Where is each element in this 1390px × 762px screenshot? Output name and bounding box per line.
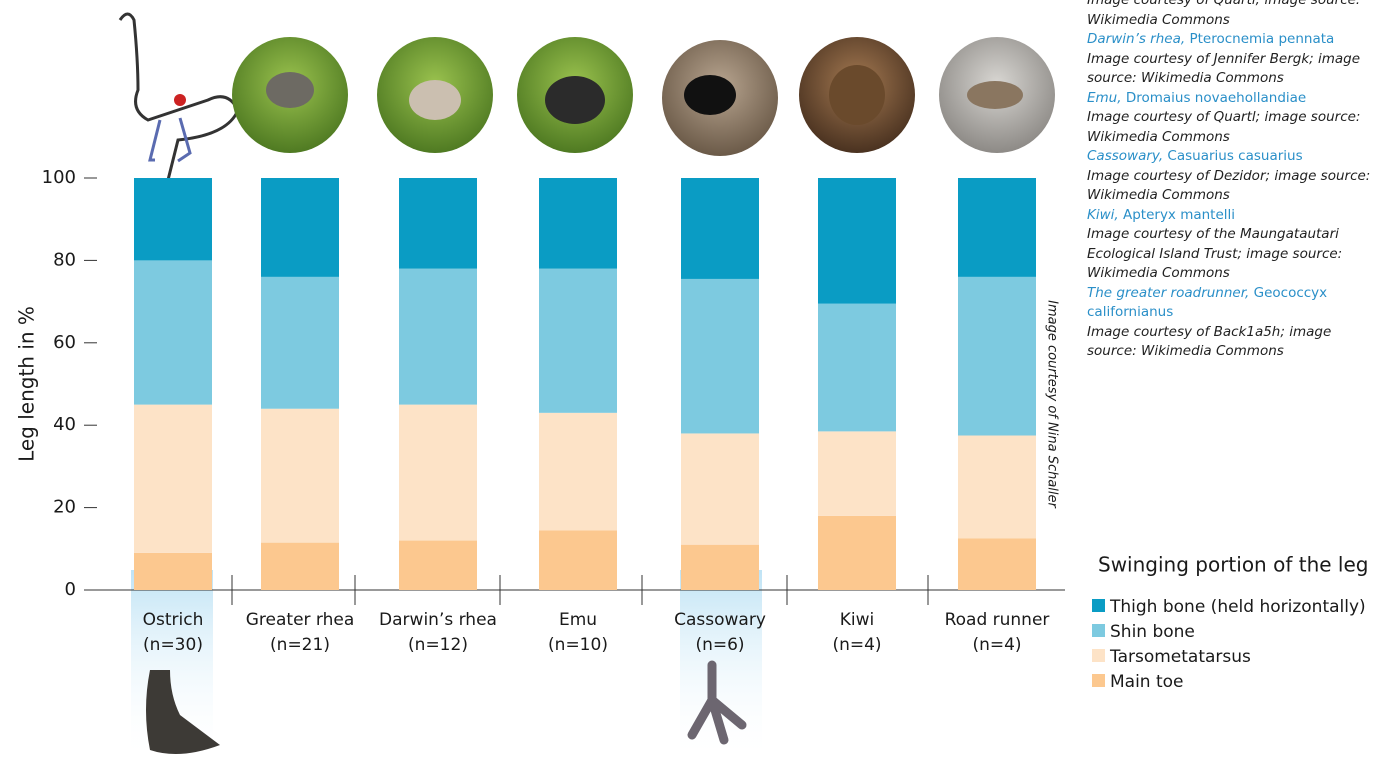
bar-segment: [399, 405, 477, 541]
legend-title: Swinging portion of the leg: [1098, 553, 1368, 577]
bar-segment: [134, 178, 212, 260]
legend-swatch: [1092, 624, 1105, 637]
y-tick-label: 80: [53, 249, 76, 270]
credit-title: Darwin’s rhea, Pterocnemia pennata: [1087, 30, 1383, 50]
bar-segment: [681, 433, 759, 544]
credit-source: Image courtesy of Quartl; image source: …: [1087, 108, 1383, 147]
bar-segment: [261, 409, 339, 543]
photo-bird: [967, 81, 1023, 109]
bar-segment: [818, 516, 896, 590]
sample-size: (n=6): [695, 635, 744, 655]
x-tick-label: Kiwi: [840, 610, 875, 630]
bar-segment: [399, 269, 477, 405]
page: {"chart_data": {"type": "stacked_bar", "…: [0, 0, 1390, 762]
credit-source: Image courtesy of the Maungatautari Ecol…: [1087, 225, 1383, 284]
latin: Apteryx mantelli: [1123, 207, 1235, 223]
bar-segment: [134, 405, 212, 553]
common: Cassowary,: [1087, 148, 1163, 164]
bar-segment: [261, 277, 339, 409]
x-tick-label: Road runner: [945, 610, 1050, 630]
bar-segment: [399, 178, 477, 269]
y-tick-label: 60: [53, 332, 76, 353]
ostrich-drawing: [120, 14, 238, 180]
bar-segment: [681, 545, 759, 590]
common: The greater roadrunner,: [1087, 285, 1249, 301]
legend-swatch: [1092, 649, 1105, 662]
y-tick-label: 20: [53, 497, 76, 518]
y-tick-label: 0: [65, 579, 76, 600]
common: Emu,: [1087, 90, 1122, 106]
c: Image courtesy of Quartl; image source: …: [1087, 0, 1383, 30]
common: Darwin’s rhea,: [1087, 31, 1185, 47]
c: The greater roadrunner, Geococcyx califo…: [1087, 284, 1383, 362]
legend-swatch: [1092, 599, 1105, 612]
latin: Dromaius novaehollandiae: [1126, 90, 1306, 106]
x-tick-label: Emu: [559, 610, 597, 630]
common: Kiwi,: [1087, 207, 1119, 223]
bar-segment: [818, 304, 896, 432]
bar-segment: [958, 277, 1036, 436]
y-tick-label: 100: [42, 167, 76, 188]
credit-title: Cassowary, Casuarius casuarius: [1087, 147, 1383, 167]
bar-segment: [261, 178, 339, 277]
credit-source: Image courtesy of Back1a5h; image source…: [1087, 323, 1383, 362]
sample-size: (n=12): [408, 635, 468, 655]
photo-bird: [409, 80, 461, 120]
sample-size: (n=21): [270, 635, 330, 655]
x-tick-label: Darwin’s rhea: [379, 610, 497, 630]
credit-source: Image courtesy of Dezidor; image source:…: [1087, 167, 1383, 206]
legend-swatch: [1092, 674, 1105, 687]
bar-segment: [681, 178, 759, 279]
legend-label: Main toe: [1110, 672, 1184, 692]
legend-label: Thigh bone (held horizontally): [1109, 597, 1366, 617]
sample-size: (n=10): [548, 635, 608, 655]
photo-bird: [684, 75, 736, 115]
x-tick-label: Ostrich: [143, 610, 204, 630]
credits: Image courtesy of Quartl; image source: …: [1087, 0, 1383, 362]
bar-segment: [134, 553, 212, 590]
bar-segment: [539, 269, 617, 413]
bar-segment: [681, 279, 759, 434]
legend-label: Tarsometatarsus: [1109, 647, 1251, 667]
photo-bird: [266, 72, 314, 108]
bar-segment: [539, 530, 617, 590]
credit-title: The greater roadrunner, Geococcyx califo…: [1087, 284, 1383, 323]
x-tick-label: Cassowary: [674, 610, 766, 630]
bar-segment: [958, 178, 1036, 277]
bar-segment: [261, 543, 339, 590]
side-note: Image courtesy of Nina Schaller: [1045, 300, 1060, 509]
bar-segment: [134, 260, 212, 404]
y-tick-label: 40: [53, 414, 76, 435]
credit-title: Emu, Dromaius novaehollandiae: [1087, 89, 1383, 109]
bar-segment: [958, 539, 1036, 591]
sample-size: (n=4): [972, 635, 1021, 655]
y-axis-label: Leg length in %: [15, 306, 39, 462]
credit-source: Image courtesy of Quartl; image source: …: [1087, 0, 1383, 30]
credit-source: Image courtesy of Jennifer Bergk; image …: [1087, 50, 1383, 89]
latin: Casuarius casuarius: [1167, 148, 1302, 164]
bar-segment: [539, 178, 617, 269]
bar-segment: [399, 541, 477, 590]
sample-size: (n=4): [832, 635, 881, 655]
bar-segment: [818, 431, 896, 515]
x-tick-label: Greater rhea: [246, 610, 355, 630]
latin: Pterocnemia pennata: [1189, 31, 1334, 47]
photo-bird: [545, 76, 605, 124]
bar-segment: [818, 178, 896, 304]
bar-segment: [958, 436, 1036, 539]
credit-title: Kiwi, Apteryx mantelli: [1087, 206, 1383, 226]
sample-size: (n=30): [143, 635, 203, 655]
legend-label: Shin bone: [1110, 622, 1195, 642]
bar-segment: [539, 413, 617, 530]
photo-bird: [829, 65, 885, 125]
